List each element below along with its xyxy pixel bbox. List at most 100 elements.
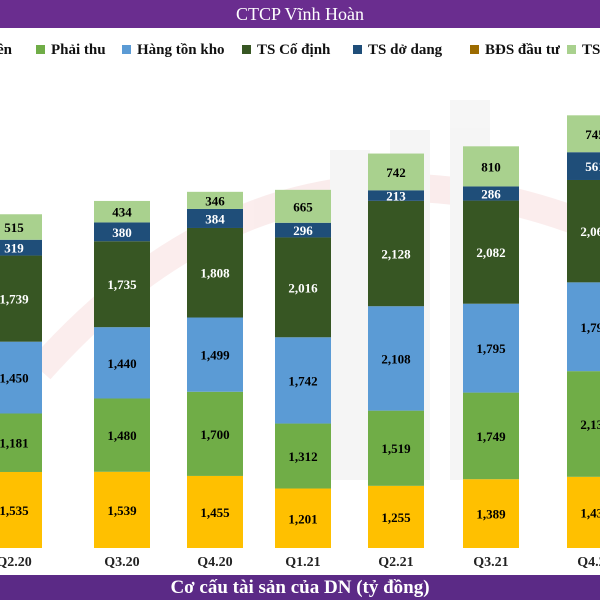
bar-segment xyxy=(368,410,424,486)
bar-segment xyxy=(0,341,42,414)
legend-item: Hàng tồn kho xyxy=(122,40,225,60)
bar-segment xyxy=(463,146,519,187)
legend-label: ền xyxy=(0,42,12,58)
bar-value-label: 561 xyxy=(585,159,600,174)
bar-value-label: 1,535 xyxy=(0,503,29,518)
bar-value-label: 434 xyxy=(112,205,132,220)
bar-segment xyxy=(275,337,331,424)
x-tick-label: Q2.21 xyxy=(378,555,413,570)
legend-item: BĐS đầu tư xyxy=(470,40,560,60)
legend-item: Phải thu xyxy=(36,40,106,60)
legend-swatch xyxy=(122,45,131,55)
bar-segment xyxy=(94,327,150,399)
bar-value-label: 346 xyxy=(205,193,225,208)
legend-swatch xyxy=(36,45,45,55)
chart-title: CTCP Vĩnh Hoàn xyxy=(0,0,600,28)
bar-segment xyxy=(275,237,331,338)
bar-value-label: 1,255 xyxy=(381,510,411,525)
bar-value-label: 1,793 xyxy=(580,320,600,335)
bar-value-label: 1,440 xyxy=(107,356,136,371)
bar-segment xyxy=(187,208,243,228)
bar-segment xyxy=(94,471,150,548)
bar-value-label: 665 xyxy=(293,199,313,214)
bar-segment xyxy=(187,191,243,209)
bar-segment xyxy=(275,423,331,489)
bar-segment xyxy=(368,190,424,201)
bar-value-label: 1,480 xyxy=(107,428,136,443)
legend-label: Phải thu xyxy=(51,42,106,58)
bar-value-label: 1,700 xyxy=(200,427,229,442)
legend-swatch xyxy=(242,45,251,55)
bar-segment xyxy=(368,200,424,307)
legend-label: TS dở dang xyxy=(368,42,443,58)
stacked-bar-chart: 1,535 1,181 1,450 1,739 319 515 1,539 1,480 1,44… xyxy=(0,100,600,570)
bar-value-label: 1,455 xyxy=(200,505,230,520)
bar-value-label: 515 xyxy=(4,220,24,235)
legend-label: Hàng tồn kho xyxy=(137,42,225,58)
bar-value-label: 2,128 xyxy=(381,247,411,262)
bar-value-label: 1,735 xyxy=(107,277,137,292)
bar-value-label: 1,739 xyxy=(0,292,29,307)
bar-segment xyxy=(567,115,600,153)
bar-value-label: 1,795 xyxy=(476,341,506,356)
bar-segment xyxy=(368,306,424,411)
bar-segment xyxy=(0,214,42,240)
bar-value-label: 1,742 xyxy=(288,373,317,388)
bar-value-label: 384 xyxy=(205,211,225,226)
bar-value-label: 1,389 xyxy=(476,507,506,522)
legend-item: ền xyxy=(0,40,12,60)
bars-layer: 1,535 1,181 1,450 1,739 319 515 1,539 1,480 1,44… xyxy=(0,115,600,548)
bar-value-label: 2,016 xyxy=(288,280,318,295)
bar-segment xyxy=(187,227,243,318)
bar-value-label: 1,519 xyxy=(381,441,411,456)
bar-value-label: 1,201 xyxy=(288,511,317,526)
bar-value-label: 2,067 xyxy=(580,224,600,239)
bar-segment xyxy=(368,485,424,548)
bar-value-label: 1,539 xyxy=(107,503,137,518)
bar-segment xyxy=(567,152,600,180)
bar-value-label: 1,437 xyxy=(580,505,600,520)
legend-swatch xyxy=(470,45,479,55)
bar-value-label: 742 xyxy=(386,165,406,180)
bar-value-label: 319 xyxy=(4,241,24,256)
bar-value-label: 1,808 xyxy=(200,266,230,281)
bar-segment xyxy=(368,153,424,191)
bar-value-label: 1,181 xyxy=(0,436,29,451)
x-tick-labels: Q2.20 Q3.20 Q4.20 Q1.21 Q2.21 Q3.21 Q4.21 xyxy=(0,555,600,570)
bar-segment xyxy=(275,488,331,548)
bar-value-label: 1,312 xyxy=(288,449,317,464)
legend-label: BĐS đầu tư xyxy=(485,42,560,58)
bar-value-label: 1,749 xyxy=(476,429,506,444)
bar-value-label: 2,082 xyxy=(476,245,505,260)
bar-segment xyxy=(275,189,331,223)
bar-segment xyxy=(0,413,42,472)
bar-segment xyxy=(567,476,600,548)
bar-value-label: 213 xyxy=(386,189,406,204)
legend-item: TS xyxy=(567,40,600,60)
bar-value-label: 2,108 xyxy=(381,351,411,366)
bar-segment xyxy=(0,471,42,548)
bar-segment xyxy=(187,317,243,392)
x-tick-label: Q4.20 xyxy=(197,555,232,570)
x-tick-label: Q3.21 xyxy=(473,555,508,570)
bar-segment xyxy=(567,282,600,372)
chart-caption: Cơ cấu tài sản của DN (tỷ đồng) xyxy=(0,575,600,600)
bar-segment xyxy=(0,255,42,342)
x-tick-label: Q1.21 xyxy=(285,555,320,570)
bar-segment xyxy=(94,200,150,223)
bar-value-label: 286 xyxy=(481,187,501,202)
bar-segment xyxy=(463,186,519,201)
legend-swatch xyxy=(353,45,362,55)
bar-value-label: 380 xyxy=(112,225,132,240)
legend-item: TS Cố định xyxy=(242,40,330,60)
bar-segment xyxy=(463,479,519,548)
legend-label: TS Cố định xyxy=(257,42,331,58)
bar-segment xyxy=(275,222,331,238)
legend-label: TS xyxy=(582,42,600,58)
bar-value-label: 745 xyxy=(585,127,600,142)
bar-segment xyxy=(567,179,600,283)
x-tick-label: Q2.20 xyxy=(0,555,32,570)
bar-segment xyxy=(463,392,519,480)
bar-segment xyxy=(94,241,150,328)
bar-value-label: 2,134 xyxy=(580,417,600,432)
